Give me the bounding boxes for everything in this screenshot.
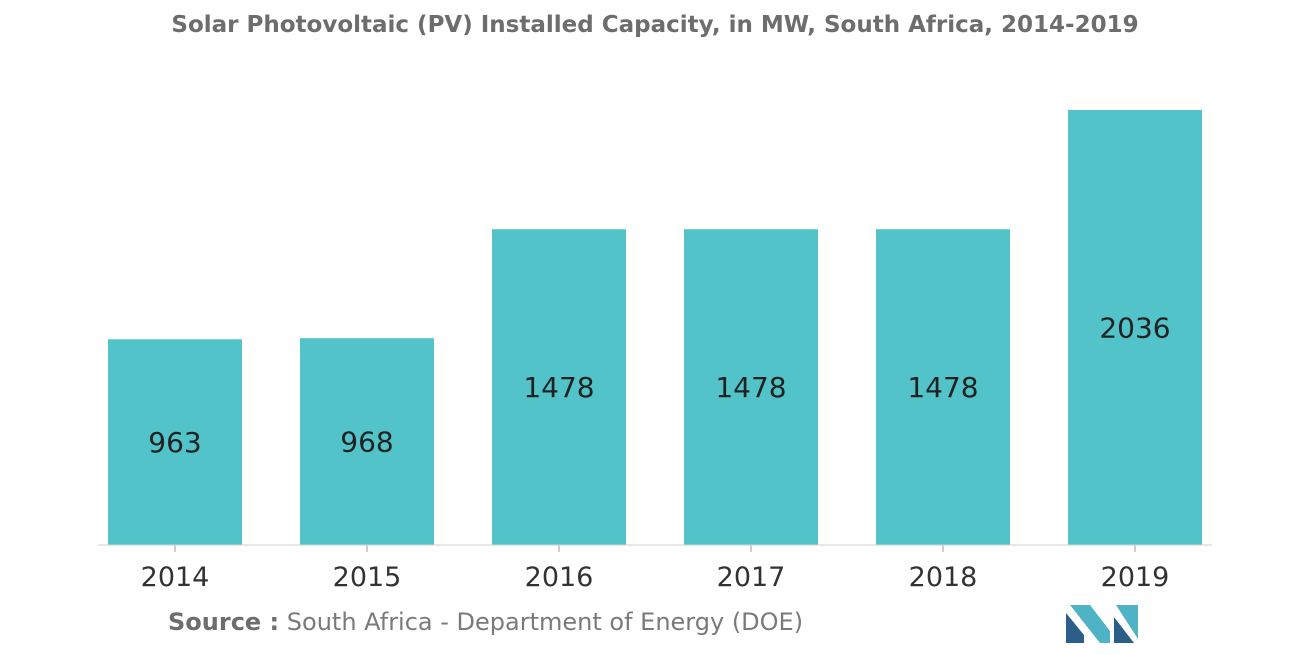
data-label-2019: 2036 [1099,312,1170,345]
x-tick-label-2014: 2014 [141,562,210,593]
logo-left-shape [1066,613,1084,643]
x-tick-label-2017: 2017 [717,562,786,593]
bar-2018 [876,229,1010,545]
x-tick-label-2016: 2016 [525,562,594,593]
bar-2014 [108,339,242,545]
logo-middle-shape [1070,605,1110,643]
logo-right-dark-shape [1114,617,1134,643]
x-tick-label-2015: 2015 [333,562,402,593]
bar-2016 [492,229,626,545]
source-label: Source : [168,608,280,636]
mordor-logo-icon [1066,605,1138,643]
x-tick-label-2018: 2018 [909,562,978,593]
chart-title: Solar Photovoltaic (PV) Installed Capaci… [171,12,1139,38]
bar-2019 [1068,110,1202,545]
data-label-2015: 968 [340,426,393,459]
source-note: Source : South Africa - Department of En… [168,608,803,636]
data-label-2014: 963 [148,426,201,459]
logo-right-light-shape [1116,605,1138,639]
data-label-2018: 1478 [907,371,978,404]
bar-2015 [300,338,434,545]
source-text: South Africa - Department of Energy (DOE… [286,608,804,636]
data-label-2016: 1478 [523,371,594,404]
bar-2017 [684,229,818,545]
x-tick-label-2019: 2019 [1101,562,1170,593]
data-label-2017: 1478 [715,371,786,404]
